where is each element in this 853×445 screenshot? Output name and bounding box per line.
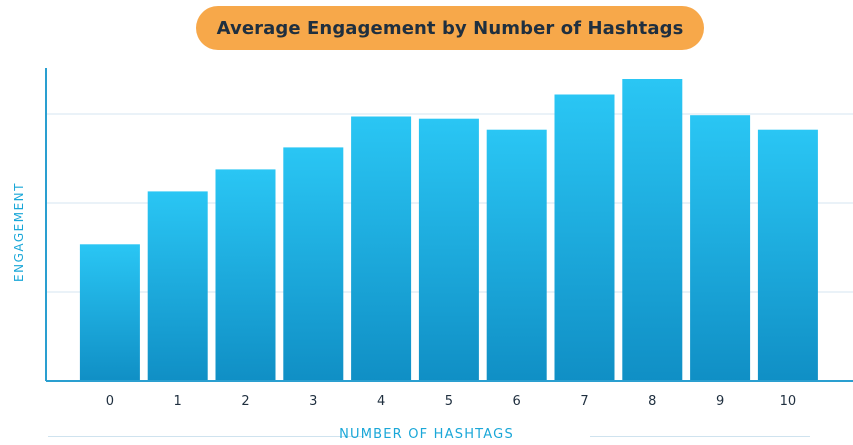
y-axis-label: ENGAGEMENT xyxy=(12,182,26,282)
bar-9 xyxy=(690,115,751,381)
x-tick-label: 8 xyxy=(648,394,656,409)
x-tick-label: 9 xyxy=(716,394,724,409)
x-tick-label: 4 xyxy=(377,394,385,409)
bar-6 xyxy=(486,129,547,381)
axes xyxy=(45,68,853,382)
x-tick-label: 0 xyxy=(106,394,114,409)
x-axis-label-line-right xyxy=(590,436,810,437)
bar-3 xyxy=(283,147,344,381)
bar-10 xyxy=(757,129,818,381)
x-tick-label: 5 xyxy=(445,394,453,409)
bar-2 xyxy=(215,169,276,381)
bar-0 xyxy=(79,244,140,381)
x-tick-label: 3 xyxy=(309,394,317,409)
bar-8 xyxy=(622,79,683,381)
x-tick-label: 7 xyxy=(580,394,588,409)
bars xyxy=(79,79,818,381)
x-axis-label: NUMBER OF HASHTAGS xyxy=(339,427,514,442)
chart-title: Average Engagement by Number of Hashtags xyxy=(196,6,704,50)
x-tick-label: 10 xyxy=(780,394,797,409)
x-tick-label: 2 xyxy=(241,394,249,409)
bar-5 xyxy=(418,118,479,381)
bar-1 xyxy=(147,191,208,381)
x-tick-labels: 0 1 2 3 4 5 6 7 8 9 10 xyxy=(106,394,796,409)
x-axis-label-line-left xyxy=(48,436,364,437)
bar-7 xyxy=(554,94,615,381)
x-tick-label: 6 xyxy=(513,394,521,409)
x-tick-label: 1 xyxy=(174,394,182,409)
bar-4 xyxy=(351,116,412,381)
